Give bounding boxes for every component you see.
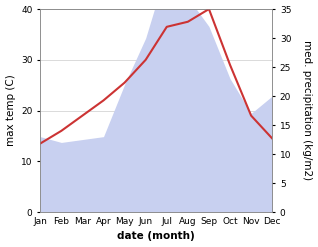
- Y-axis label: max temp (C): max temp (C): [5, 75, 16, 146]
- Y-axis label: med. precipitation (kg/m2): med. precipitation (kg/m2): [302, 41, 313, 181]
- X-axis label: date (month): date (month): [117, 231, 195, 242]
